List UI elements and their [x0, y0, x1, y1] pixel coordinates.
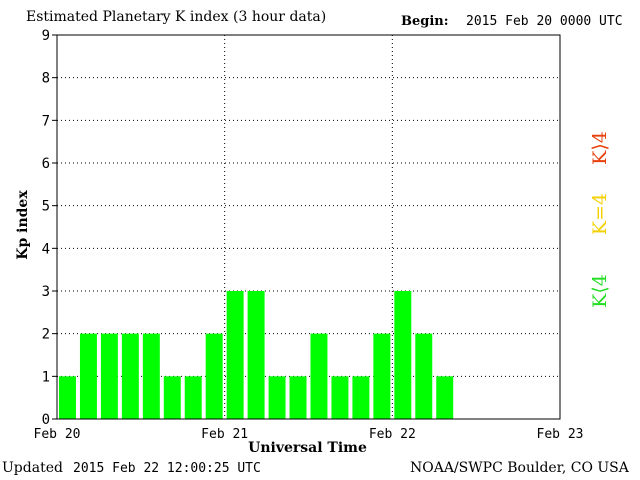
- kp-bar: [331, 376, 349, 419]
- begin-value: 2015 Feb 20 0000 UTC: [466, 14, 623, 29]
- kp-bar: [184, 376, 202, 419]
- y-tick-label: 0: [42, 412, 50, 428]
- x-tick-label: Feb 21: [201, 427, 248, 442]
- chart-title: Estimated Planetary K index (3 hour data…: [26, 9, 327, 25]
- legend-k-equal-4: K=4: [589, 192, 611, 236]
- kp-bar: [163, 376, 181, 419]
- kp-bar: [226, 291, 244, 419]
- kp-bar: [436, 376, 454, 419]
- x-tick-label: Feb 20: [34, 427, 81, 442]
- kp-bar: [247, 291, 265, 419]
- y-tick-label: 9: [42, 28, 50, 44]
- kp-bar: [373, 333, 391, 419]
- x-axis-label: Universal Time: [248, 440, 367, 456]
- y-ticks: 0 1 2 3 4 5 6 7 8 9: [42, 28, 57, 428]
- y-tick-label: 3: [42, 284, 50, 300]
- x-tick-label: Feb 22: [369, 427, 416, 442]
- plot-frame: [56, 34, 561, 420]
- y-tick-label: 1: [42, 369, 50, 385]
- kp-bar: [205, 333, 223, 419]
- y-tick-label: 4: [42, 241, 50, 257]
- kp-bar: [352, 376, 370, 419]
- grid-lines: [57, 35, 560, 419]
- kp-bar: [268, 376, 286, 419]
- y-tick-label: 8: [42, 71, 50, 87]
- y-axis-label: Kp index: [15, 190, 31, 260]
- x-ticks: Feb 20 Feb 21 Feb 22 Feb 23: [34, 427, 584, 442]
- x-tick-label: Feb 23: [537, 427, 584, 442]
- y-tick-label: 5: [42, 199, 50, 215]
- legend-k-less-4: K⟨4: [589, 274, 611, 308]
- kp-bar: [59, 376, 76, 419]
- updated-label: Updated: [2, 460, 63, 476]
- kp-bar: [289, 376, 307, 419]
- kp-bar: [310, 333, 328, 419]
- y-tick-label: 7: [42, 113, 50, 129]
- y-tick-label: 6: [42, 156, 50, 172]
- kp-bar: [415, 333, 433, 419]
- kp-bar: [394, 291, 412, 419]
- updated-value: 2015 Feb 22 12:00:25 UTC: [73, 461, 261, 476]
- bars: [59, 291, 454, 419]
- kp-bar: [142, 333, 160, 419]
- kp-bar: [79, 333, 97, 419]
- y-tick-label: 2: [42, 327, 50, 343]
- kp-bar: [100, 333, 118, 419]
- kp-bar: [121, 333, 139, 419]
- begin-label: Begin:: [401, 14, 449, 29]
- data-source: NOAA/SWPC Boulder, CO USA: [410, 460, 629, 476]
